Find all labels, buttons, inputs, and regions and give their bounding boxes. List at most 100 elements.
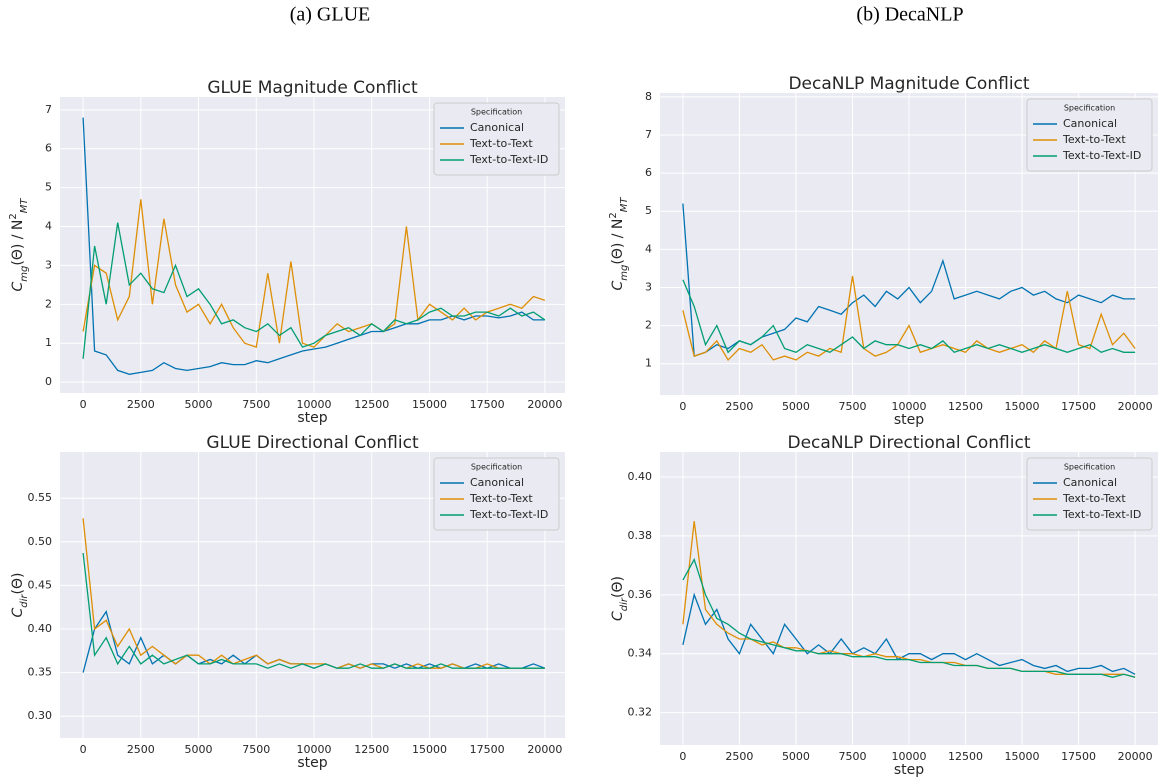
y-label-part: C <box>610 611 626 621</box>
y-tick-label: 1 <box>645 357 652 370</box>
x-tick-label: 12500 <box>948 750 983 763</box>
y-label-part: mg <box>19 266 30 282</box>
y-label-part: (Θ) / N <box>10 220 26 266</box>
x-tick-label: 7500 <box>838 750 866 763</box>
x-tick-label: 2500 <box>725 750 753 763</box>
series-line <box>82 117 545 375</box>
x-tick-label: 7500 <box>838 400 866 413</box>
y-tick-label: 0.40 <box>628 470 653 483</box>
x-tick-label: 7500 <box>242 743 270 756</box>
x-tick-label: 12500 <box>948 400 983 413</box>
y-tick-label: 0.30 <box>28 709 53 722</box>
chart: 0.32 0.34 0.36 0.38 0.40 0 2500 5000 7500 10000 12… <box>610 433 1158 778</box>
y-label-part: C <box>10 607 26 617</box>
y-label-part: MT <box>619 197 630 213</box>
x-tick-label: 2500 <box>725 400 753 413</box>
y-tick-label: 5 <box>45 181 52 194</box>
legend-title: Specification <box>471 463 522 472</box>
y-tick-label: 1 <box>45 336 52 349</box>
y-label-part: dir <box>619 597 630 611</box>
series-line <box>682 275 1136 361</box>
y-tick-label: 0 <box>45 375 52 388</box>
y-tick-label: 0.32 <box>628 706 653 719</box>
series-line <box>682 592 1136 675</box>
caption: (b) DecaNLP <box>856 4 963 26</box>
x-tick-label: 5000 <box>782 400 810 413</box>
legend-label: Text-to-Text-ID <box>469 153 548 166</box>
legend-label: Text-to-Text-ID <box>1062 149 1141 162</box>
y-label-part: (Θ) / N <box>610 219 626 265</box>
y-tick-label: 0.55 <box>28 491 53 504</box>
x-tick-label: 20000 <box>1118 750 1153 763</box>
x-tick-label: 2500 <box>127 743 155 756</box>
legend-title: Specification <box>1064 463 1115 472</box>
x-tick-label: 10000 <box>297 743 332 756</box>
x-tick-label: 15000 <box>1005 400 1040 413</box>
y-label-part: C <box>610 281 626 291</box>
y-tick-label: 0.36 <box>628 588 653 601</box>
x-tick-label: 17500 <box>470 398 505 411</box>
legend-label: Canonical <box>1063 117 1117 130</box>
legend-label: Canonical <box>1063 476 1117 489</box>
x-axis-label: step <box>297 410 327 426</box>
y-tick-label: 5 <box>645 204 652 217</box>
series-line <box>682 279 1136 354</box>
chart: 0.30 0.35 0.40 0.45 0.50 0.55 0 2500 5000 7500 100… <box>10 433 565 771</box>
x-axis-label: step <box>894 762 924 778</box>
y-tick-label: 4 <box>645 242 652 255</box>
series-line <box>82 553 545 669</box>
x-tick-label: 15000 <box>412 398 447 411</box>
legend-label: Canonical <box>470 121 524 134</box>
y-axis-label: Cdir(Θ) <box>610 576 630 621</box>
y-tick-label: 0.34 <box>628 647 653 660</box>
x-tick-label: 17500 <box>470 743 505 756</box>
chart-title: DecaNLP Magnitude Conflict <box>788 74 1029 94</box>
legend-label: Text-to-Text <box>1062 492 1126 505</box>
chart-title: DecaNLP Directional Conflict <box>788 433 1031 453</box>
chart-title: GLUE Directional Conflict <box>206 433 419 453</box>
y-tick-label: 8 <box>645 90 652 103</box>
chart: 1 2 3 4 5 6 7 8 0 2500 5000 7500 10000 12500 15000 1750… <box>608 74 1158 428</box>
x-tick-label: 0 <box>679 750 686 763</box>
y-axis-label: Cdir(Θ) <box>10 573 30 618</box>
x-tick-label: 15000 <box>1005 750 1040 763</box>
x-tick-label: 10000 <box>297 398 332 411</box>
caption: (a) GLUE <box>290 4 371 26</box>
y-label-part: (Θ) <box>10 573 26 595</box>
x-tick-label: 10000 <box>892 400 927 413</box>
y-label-part: MT <box>19 198 30 214</box>
y-label-part: dir <box>19 594 30 608</box>
x-tick-label: 5000 <box>185 743 213 756</box>
legend-box <box>1026 457 1153 531</box>
legend-label: Canonical <box>470 476 524 489</box>
y-tick-label: 2 <box>45 297 52 310</box>
x-tick-label: 0 <box>80 398 87 411</box>
legend-title: Specification <box>1064 104 1115 113</box>
x-tick-label: 2500 <box>127 398 155 411</box>
series-line <box>682 557 1136 678</box>
x-tick-label: 12500 <box>354 743 389 756</box>
y-tick-label: 0.38 <box>628 529 653 542</box>
legend-label: Text-to-Text-ID <box>1062 508 1141 521</box>
x-tick-label: 0 <box>80 743 87 756</box>
y-tick-label: 2 <box>645 319 652 332</box>
legend-label: Text-to-Text <box>469 137 533 150</box>
x-tick-label: 20000 <box>527 743 562 756</box>
legend-label: Text-to-Text <box>469 492 533 505</box>
x-tick-label: 20000 <box>527 398 562 411</box>
legend-title: Specification <box>471 108 522 117</box>
y-tick-label: 0.50 <box>28 535 53 548</box>
legend-box <box>433 102 560 176</box>
x-tick-label: 7500 <box>242 398 270 411</box>
series-line <box>82 199 546 348</box>
series-line <box>82 222 546 359</box>
y-tick-label: 0.35 <box>28 666 53 679</box>
x-tick-label: 10000 <box>892 750 927 763</box>
x-tick-label: 17500 <box>1061 750 1096 763</box>
y-tick-label: 6 <box>645 166 652 179</box>
x-axis-label: step <box>297 755 327 771</box>
legend-label: Text-to-Text-ID <box>469 508 548 521</box>
y-tick-label: 3 <box>645 280 652 293</box>
chart-title: GLUE Magnitude Conflict <box>207 78 418 98</box>
